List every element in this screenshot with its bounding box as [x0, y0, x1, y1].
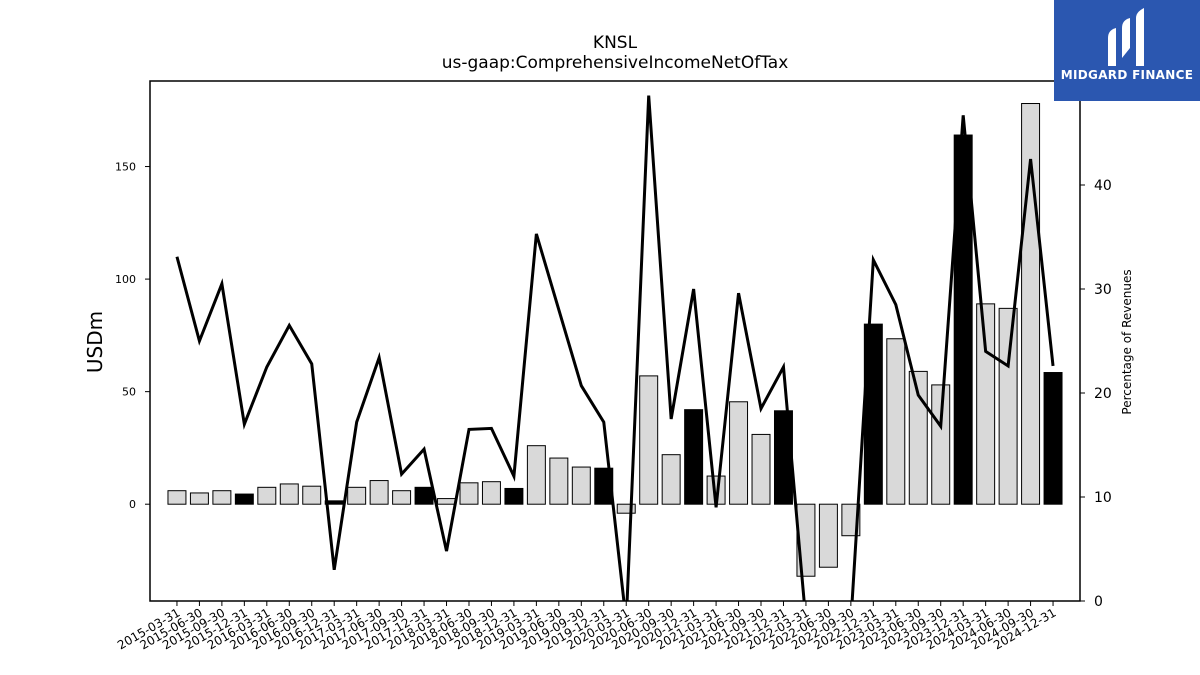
bar — [571, 466, 591, 505]
bar — [886, 338, 906, 505]
bar — [347, 486, 367, 505]
bar — [189, 492, 209, 505]
chart-subtitle: us-gaap:ComprehensiveIncomeNetOfTax — [442, 53, 789, 73]
bar — [481, 481, 501, 505]
brand-logo: MIDGARD FINANCE — [1054, 0, 1200, 101]
bar — [392, 490, 412, 505]
bar — [212, 490, 232, 505]
bar — [369, 480, 389, 505]
bar — [931, 384, 951, 505]
y2-tick-label: 30 — [1094, 282, 1112, 298]
y2-tick-label: 40 — [1094, 178, 1112, 194]
y-tick-label: 100 — [115, 273, 136, 286]
bar — [998, 307, 1018, 505]
bar — [818, 503, 838, 568]
midgard-logo-icon — [1108, 8, 1144, 66]
bar — [437, 498, 457, 505]
y-tick-label: 0 — [129, 498, 136, 511]
bar — [234, 493, 254, 505]
bar — [908, 370, 928, 505]
y2-tick-label: 20 — [1094, 386, 1112, 402]
bar — [976, 303, 996, 505]
y2-tick-label: 10 — [1094, 490, 1112, 506]
bar — [549, 457, 569, 505]
bar — [279, 483, 299, 505]
y-tick-label: 50 — [122, 386, 136, 399]
y-axis-label: USDm — [83, 311, 107, 373]
chart-title: KNSL — [593, 33, 638, 53]
bar — [526, 445, 546, 505]
plot-frame — [149, 80, 1081, 602]
bar — [684, 409, 704, 505]
bar — [729, 401, 749, 505]
y2-tick-label: 0 — [1094, 594, 1103, 610]
bar — [751, 433, 771, 505]
bar — [1043, 372, 1063, 505]
bar — [302, 485, 322, 505]
bar — [257, 486, 277, 505]
bar — [616, 503, 636, 514]
bar — [167, 490, 187, 505]
bar — [661, 454, 681, 505]
bar — [414, 486, 434, 505]
brand-name: MIDGARD FINANCE — [1060, 68, 1194, 82]
bar — [459, 482, 479, 505]
series-line — [175, 95, 1055, 601]
y-tick-label: 150 — [115, 161, 136, 174]
y2-axis-label: Percentage of Revenues — [1120, 269, 1134, 414]
bar — [594, 467, 614, 505]
bar — [504, 487, 524, 505]
bar — [639, 375, 659, 505]
